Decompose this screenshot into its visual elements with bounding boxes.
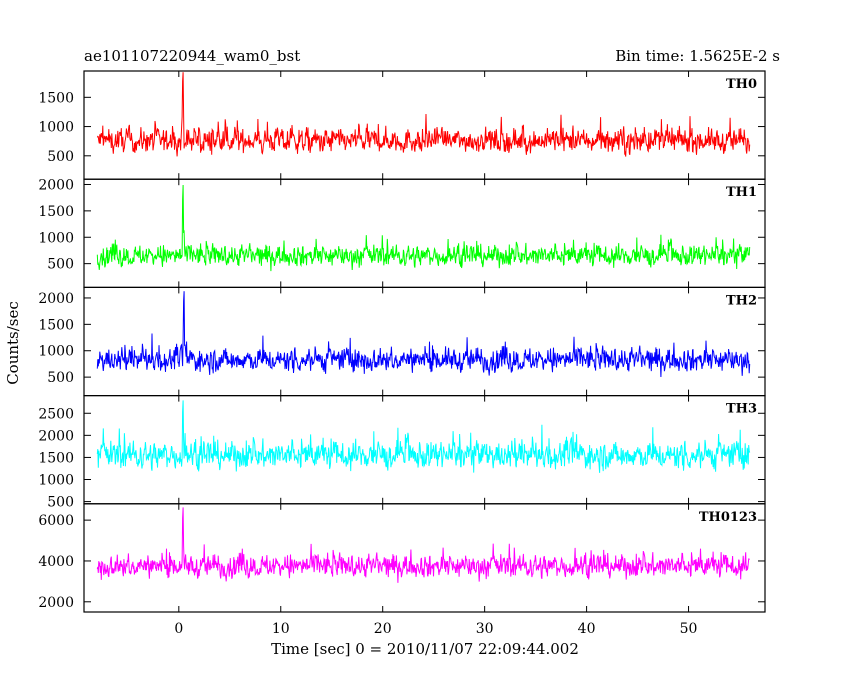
series-th1: [96, 184, 751, 272]
panel-th0123: 2000 4000 6000 TH0123: [38, 503, 766, 613]
panel-frame: [83, 70, 766, 180]
panel-label: TH1: [726, 185, 757, 200]
x-tick-label: 10: [272, 621, 290, 637]
y-tick-label: 2000: [38, 428, 74, 444]
x-tick-label: 30: [476, 621, 494, 637]
x-tick-label: 50: [680, 621, 698, 637]
y-tick-label: 1000: [38, 120, 74, 136]
y-tick-label: 1000: [38, 473, 74, 489]
x-tick-label: 40: [578, 621, 596, 637]
panel-label: TH3: [726, 402, 757, 417]
y-tick-label: 500: [47, 495, 74, 511]
x-tick-label: 20: [374, 621, 392, 637]
y-tick-label: 1500: [38, 317, 74, 333]
y-tick-label: 500: [47, 257, 74, 273]
panel-th0: 500 1000 1500 TH0: [38, 70, 766, 180]
y-tick-label: 1000: [38, 344, 74, 360]
y-tick-label: 6000: [38, 513, 74, 529]
y-tick-label: 4000: [38, 554, 74, 570]
y-tick-label: 1500: [38, 204, 74, 220]
panel-th2: 500 1000 1500 2000 TH2: [38, 286, 766, 397]
y-tick-label: 2000: [38, 291, 74, 307]
panels-group: 500 1000 1500 TH0 500 1000 1500 2000 TH1 500 1000 1…: [38, 70, 766, 613]
x-tick-label: 0: [174, 621, 183, 637]
y-tick-label: 500: [47, 370, 74, 386]
panel-frame: [83, 178, 766, 288]
panel-frame: [83, 503, 766, 613]
series-th3: [96, 400, 751, 473]
y-tick-label: 2500: [38, 406, 74, 422]
series-th2: [96, 291, 751, 378]
x-axis-ticks: 0 10 20 30 40 50: [174, 621, 697, 637]
panel-label: TH0123: [699, 510, 757, 525]
panel-label: TH2: [726, 293, 757, 308]
panel-th3: 500 1000 1500 2000 2500 TH3: [38, 395, 766, 511]
y-axis-label: Counts/sec: [4, 301, 22, 385]
y-tick-label: 1500: [38, 450, 74, 466]
y-tick-label: 1000: [38, 230, 74, 246]
panel-th1: 500 1000 1500 2000 TH1: [38, 177, 766, 288]
series-th0: [96, 72, 751, 157]
panel-label: TH0: [726, 77, 757, 92]
y-tick-label: 500: [47, 149, 74, 165]
y-tick-label: 1500: [38, 90, 74, 106]
chart-title: ae101107220944_wam0_bst: [84, 47, 300, 65]
series-th0123: [96, 507, 750, 583]
x-axis-label: Time [sec] 0 = 2010/11/07 22:09:44.002: [271, 640, 579, 658]
bin-time-label: Bin time: 1.5625E-2 s: [615, 47, 780, 65]
y-tick-label: 2000: [38, 595, 74, 611]
y-tick-label: 2000: [38, 177, 74, 193]
